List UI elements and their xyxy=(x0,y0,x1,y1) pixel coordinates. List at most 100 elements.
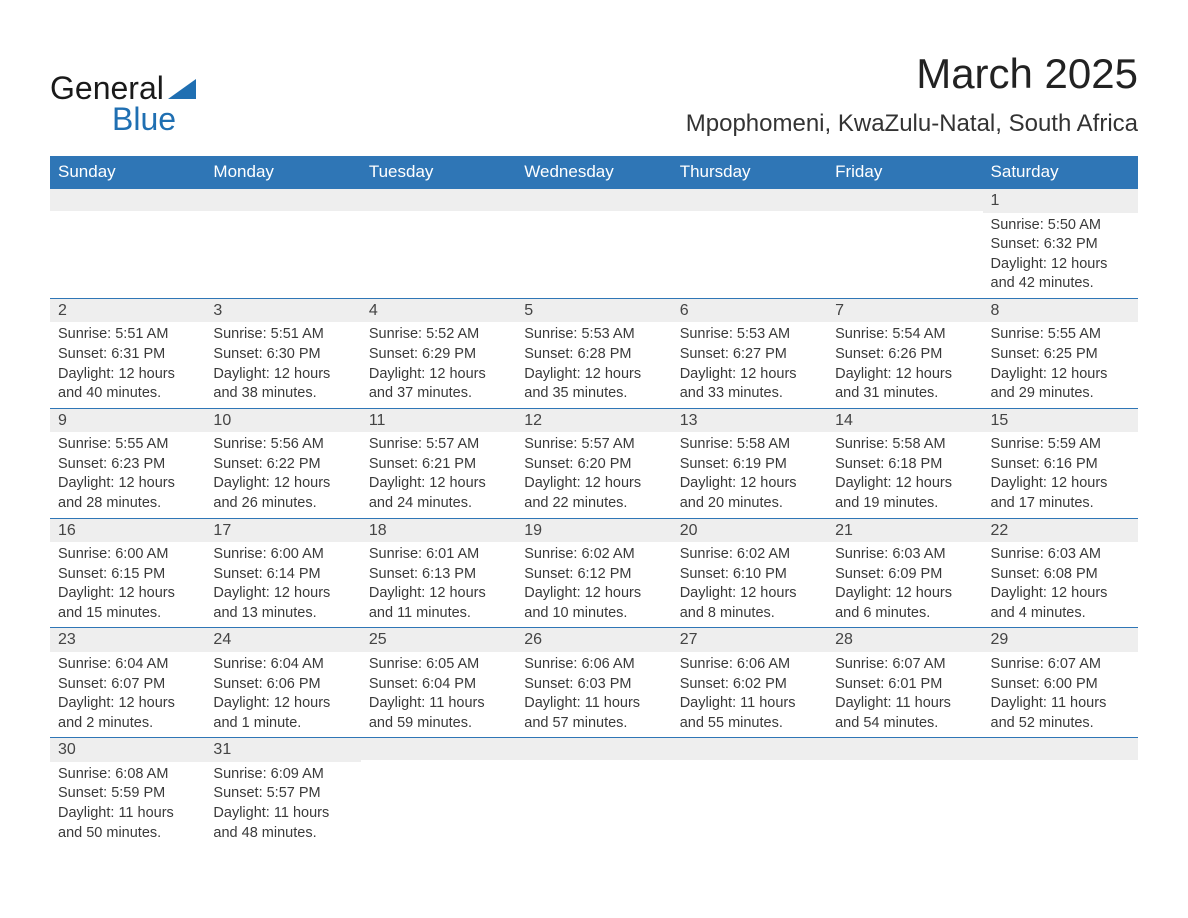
sunrise-text: Sunrise: 6:02 AM xyxy=(680,545,819,565)
daylight-text: Daylight: 12 hours and 13 minutes. xyxy=(213,584,352,623)
daylight-text: Daylight: 11 hours and 52 minutes. xyxy=(991,694,1130,733)
weekday-header: Tuesday xyxy=(361,156,516,189)
sunrise-text: Sunrise: 6:00 AM xyxy=(58,545,197,565)
day-number: 13 xyxy=(672,409,827,433)
sunrise-text: Sunrise: 6:03 AM xyxy=(835,545,974,565)
sunrise-text: Sunrise: 5:59 AM xyxy=(991,435,1130,455)
calendar-day-cell xyxy=(827,189,982,299)
daylight-text: Daylight: 12 hours and 19 minutes. xyxy=(835,474,974,513)
calendar-day-cell: 18Sunrise: 6:01 AMSunset: 6:13 PMDayligh… xyxy=(361,518,516,628)
daylight-text: Daylight: 12 hours and 2 minutes. xyxy=(58,694,197,733)
calendar-day-cell: 31Sunrise: 6:09 AMSunset: 5:57 PMDayligh… xyxy=(205,738,360,847)
day-number: 12 xyxy=(516,409,671,433)
sunrise-text: Sunrise: 6:08 AM xyxy=(58,765,197,785)
sunset-text: Sunset: 6:23 PM xyxy=(58,455,197,475)
calendar-day-cell: 10Sunrise: 5:56 AMSunset: 6:22 PMDayligh… xyxy=(205,408,360,518)
sunset-text: Sunset: 6:03 PM xyxy=(524,675,663,695)
day-number: 20 xyxy=(672,519,827,543)
daylight-text: Daylight: 12 hours and 4 minutes. xyxy=(991,584,1130,623)
sunrise-text: Sunrise: 5:56 AM xyxy=(213,435,352,455)
day-number: 5 xyxy=(516,299,671,323)
calendar-day-cell: 14Sunrise: 5:58 AMSunset: 6:18 PMDayligh… xyxy=(827,408,982,518)
day-number: 24 xyxy=(205,628,360,652)
day-number: 11 xyxy=(361,409,516,433)
sunset-text: Sunset: 5:59 PM xyxy=(58,784,197,804)
daylight-text: Daylight: 12 hours and 17 minutes. xyxy=(991,474,1130,513)
sunset-text: Sunset: 6:14 PM xyxy=(213,565,352,585)
logo-triangle-icon xyxy=(168,79,196,99)
sunset-text: Sunset: 6:22 PM xyxy=(213,455,352,475)
sunrise-text: Sunrise: 6:00 AM xyxy=(213,545,352,565)
calendar-header-row: SundayMondayTuesdayWednesdayThursdayFrid… xyxy=(50,156,1138,189)
day-number: 17 xyxy=(205,519,360,543)
day-number: 16 xyxy=(50,519,205,543)
sunset-text: Sunset: 6:19 PM xyxy=(680,455,819,475)
sunrise-text: Sunrise: 6:04 AM xyxy=(213,655,352,675)
day-number: 10 xyxy=(205,409,360,433)
logo: General Blue xyxy=(50,70,196,138)
sunset-text: Sunset: 6:08 PM xyxy=(991,565,1130,585)
day-number xyxy=(361,189,516,211)
day-number: 4 xyxy=(361,299,516,323)
calendar-day-cell: 22Sunrise: 6:03 AMSunset: 6:08 PMDayligh… xyxy=(983,518,1138,628)
sunrise-text: Sunrise: 5:57 AM xyxy=(369,435,508,455)
day-number xyxy=(516,738,671,760)
daylight-text: Daylight: 11 hours and 57 minutes. xyxy=(524,694,663,733)
calendar-week-row: 2Sunrise: 5:51 AMSunset: 6:31 PMDaylight… xyxy=(50,298,1138,408)
day-number: 19 xyxy=(516,519,671,543)
location-label: Mpophomeni, KwaZulu-Natal, South Africa xyxy=(686,110,1138,138)
weekday-header: Friday xyxy=(827,156,982,189)
calendar-day-cell xyxy=(516,738,671,847)
sunset-text: Sunset: 6:04 PM xyxy=(369,675,508,695)
day-number: 2 xyxy=(50,299,205,323)
sunrise-text: Sunrise: 6:06 AM xyxy=(680,655,819,675)
day-number: 25 xyxy=(361,628,516,652)
day-number: 23 xyxy=(50,628,205,652)
day-number: 9 xyxy=(50,409,205,433)
weekday-header: Wednesday xyxy=(516,156,671,189)
day-number: 29 xyxy=(983,628,1138,652)
sunset-text: Sunset: 6:28 PM xyxy=(524,345,663,365)
daylight-text: Daylight: 12 hours and 20 minutes. xyxy=(680,474,819,513)
calendar-day-cell: 2Sunrise: 5:51 AMSunset: 6:31 PMDaylight… xyxy=(50,298,205,408)
daylight-text: Daylight: 12 hours and 33 minutes. xyxy=(680,365,819,404)
day-number: 3 xyxy=(205,299,360,323)
calendar-day-cell: 17Sunrise: 6:00 AMSunset: 6:14 PMDayligh… xyxy=(205,518,360,628)
weekday-header: Sunday xyxy=(50,156,205,189)
sunrise-text: Sunrise: 6:07 AM xyxy=(991,655,1130,675)
day-number: 27 xyxy=(672,628,827,652)
sunrise-text: Sunrise: 5:57 AM xyxy=(524,435,663,455)
calendar-day-cell xyxy=(361,189,516,299)
daylight-text: Daylight: 12 hours and 28 minutes. xyxy=(58,474,197,513)
daylight-text: Daylight: 12 hours and 10 minutes. xyxy=(524,584,663,623)
day-number: 14 xyxy=(827,409,982,433)
calendar-day-cell: 13Sunrise: 5:58 AMSunset: 6:19 PMDayligh… xyxy=(672,408,827,518)
header-right: March 2025 Mpophomeni, KwaZulu-Natal, So… xyxy=(686,50,1138,138)
calendar-day-cell: 5Sunrise: 5:53 AMSunset: 6:28 PMDaylight… xyxy=(516,298,671,408)
daylight-text: Daylight: 11 hours and 54 minutes. xyxy=(835,694,974,733)
sunset-text: Sunset: 5:57 PM xyxy=(213,784,352,804)
daylight-text: Daylight: 12 hours and 31 minutes. xyxy=(835,365,974,404)
day-number xyxy=(361,738,516,760)
calendar-week-row: 23Sunrise: 6:04 AMSunset: 6:07 PMDayligh… xyxy=(50,628,1138,738)
calendar-day-cell xyxy=(672,189,827,299)
calendar-day-cell: 19Sunrise: 6:02 AMSunset: 6:12 PMDayligh… xyxy=(516,518,671,628)
calendar-week-row: 16Sunrise: 6:00 AMSunset: 6:15 PMDayligh… xyxy=(50,518,1138,628)
sunrise-text: Sunrise: 5:53 AM xyxy=(524,325,663,345)
calendar-day-cell xyxy=(361,738,516,847)
day-number: 6 xyxy=(672,299,827,323)
day-number: 21 xyxy=(827,519,982,543)
sunset-text: Sunset: 6:01 PM xyxy=(835,675,974,695)
day-number xyxy=(672,189,827,211)
day-number xyxy=(205,189,360,211)
daylight-text: Daylight: 11 hours and 55 minutes. xyxy=(680,694,819,733)
calendar-day-cell: 12Sunrise: 5:57 AMSunset: 6:20 PMDayligh… xyxy=(516,408,671,518)
sunrise-text: Sunrise: 5:51 AM xyxy=(213,325,352,345)
daylight-text: Daylight: 12 hours and 35 minutes. xyxy=(524,365,663,404)
sunrise-text: Sunrise: 5:50 AM xyxy=(991,216,1130,236)
sunset-text: Sunset: 6:13 PM xyxy=(369,565,508,585)
day-number: 26 xyxy=(516,628,671,652)
calendar-day-cell: 4Sunrise: 5:52 AMSunset: 6:29 PMDaylight… xyxy=(361,298,516,408)
calendar-day-cell xyxy=(827,738,982,847)
sunset-text: Sunset: 6:18 PM xyxy=(835,455,974,475)
